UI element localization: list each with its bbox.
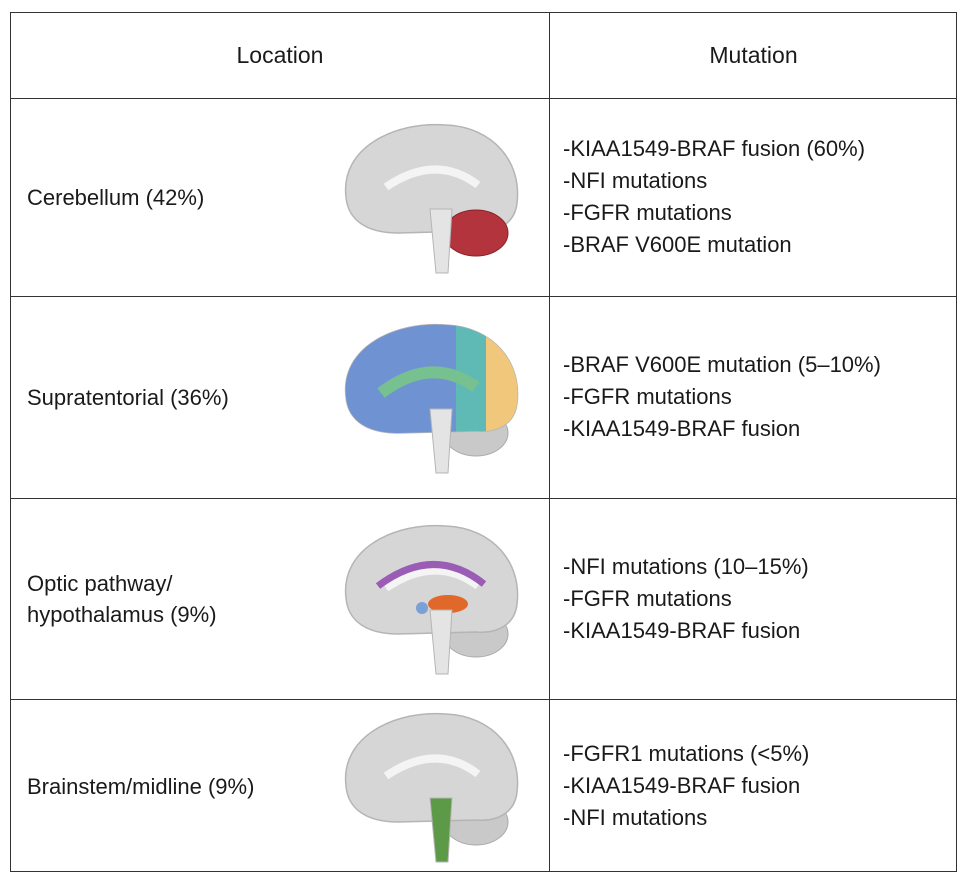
header-cell: Location [236, 42, 324, 68]
column-divider [549, 13, 550, 871]
mutation-text: -KIAA1549-BRAF fusion (60%) [563, 136, 866, 161]
mutation-text: -KIAA1549-BRAF fusion [563, 773, 801, 798]
brain-illustration [344, 123, 519, 273]
row-divider [11, 98, 956, 99]
location-text: Supratentorial (36%) [27, 384, 229, 410]
mutation-text: -FGFR mutations [563, 585, 732, 611]
location-cell: Brainstem/midline (9%) [27, 771, 254, 802]
location-cell: Supratentorial (36%) [27, 382, 229, 413]
row-divider [11, 699, 956, 700]
mutation-text: -NFI mutations [563, 805, 708, 830]
row-divider [11, 498, 956, 499]
brain-illustration [344, 524, 519, 675]
mutation-text: -BRAF V600E mutation (5–10%) [563, 352, 881, 377]
location-text: hypothalamus (9%) [27, 601, 217, 627]
location-cell: Optic pathway/hypothalamus (9%) [27, 568, 217, 630]
brain-illustration [344, 712, 519, 862]
mutation-cell: -BRAF V600E mutation (5–10%) -FGFR mutati… [563, 349, 881, 445]
mutation-text: -NFI mutations [563, 168, 708, 193]
mutation-text: -BRAF V600E mutation [563, 232, 792, 257]
mutation-cell: -FGFR1 mutations (<5%) -KIAA1549-BRAF fus… [563, 738, 809, 834]
mutation-text: -KIAA1549-BRAF fusion [563, 416, 801, 441]
mutation-cell: -KIAA1549-BRAF fusion (60%) -NFI mutation… [563, 133, 865, 261]
location-text: Brainstem/midline (9%) [27, 773, 255, 799]
mutation-cell: -NFI mutations (10–15%) -FGFR mutations -K… [563, 551, 809, 647]
table: Location Mutation Cerebellum (42%) -KIAA1… [10, 12, 957, 872]
mutation-text: -FGFR mutations [563, 200, 732, 225]
mutation-text: -NFI mutations (10–15%) [563, 553, 809, 579]
location-cell: Cerebellum (42%) [27, 182, 204, 213]
mutation-text: -FGFR1 mutations (<5%) [563, 741, 810, 766]
mutation-text: -FGFR mutations [563, 384, 732, 409]
brain-illustration [344, 323, 519, 473]
header-cell: Mutation [709, 42, 798, 68]
location-text: Optic pathway/ [27, 570, 173, 596]
mutation-text: -KIAA1549-BRAF fusion [563, 617, 801, 643]
location-text: Cerebellum (42%) [27, 184, 205, 210]
row-divider [11, 296, 956, 297]
